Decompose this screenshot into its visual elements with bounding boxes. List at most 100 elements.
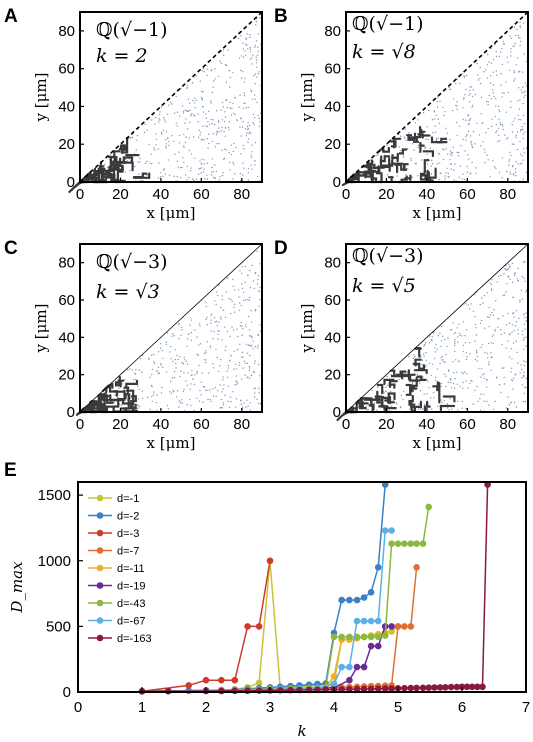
lattice-point [173,335,175,337]
lattice-point [459,334,461,337]
lattice-point [505,324,508,326]
lattice-point [513,143,515,145]
lattice-point [150,354,153,356]
lattice-point [436,139,438,141]
lattice-point [257,345,259,347]
panel-b-k: k = √8 [352,41,416,63]
y-tick-label: 80 [58,255,75,272]
lattice-point [517,333,519,335]
lattice-point [375,154,377,157]
lattice-point [228,151,230,154]
lattice-point [215,170,217,172]
lattice-point [195,75,198,77]
lattice-point [515,325,517,327]
lattice-point [505,407,508,409]
lattice-point [501,367,503,369]
lattice-point [216,325,219,327]
lattice-point [523,91,525,94]
lattice-point [525,336,527,338]
lattice-point [254,345,257,348]
lattice-point [443,361,445,363]
lattice-point [514,26,516,28]
lattice-point [144,123,146,126]
lattice-point [453,344,456,347]
data-point [458,683,466,691]
lattice-point [208,133,210,135]
lattice-point [512,174,515,176]
lattice-point [494,328,496,331]
lattice-point [158,113,161,116]
lattice-point [224,63,227,66]
legend-marker [96,599,104,607]
lattice-point [461,407,463,409]
lattice-point [173,376,176,379]
lattice-point [489,75,492,77]
lattice-point [206,341,208,343]
x-axis-label: x [μm] [413,434,462,452]
lattice-point [180,167,182,169]
lattice-point [508,159,511,161]
lattice-point [496,74,498,76]
lattice-point [241,266,243,268]
lattice-point [239,324,242,327]
lattice-point [481,343,484,346]
y-axis-label: y [μm] [32,304,50,354]
lattice-point [217,121,220,123]
lattice-point [507,61,509,63]
lattice-point [118,387,120,389]
lattice-point [420,356,422,359]
lattice-point [173,175,176,178]
lattice-point [250,375,253,377]
cluster-branch [442,395,456,403]
lattice-point [257,50,259,53]
lattice-point [430,374,432,376]
lattice-point [246,362,248,365]
lattice-point [414,355,416,358]
lattice-point [160,172,162,174]
lattice-point [481,122,483,125]
lattice-point [174,349,176,351]
lattice-point [249,269,251,272]
lattice-point [485,379,488,381]
lattice-point [198,364,200,366]
lattice-point [160,364,162,366]
lattice-point [240,304,242,306]
cluster-branch [439,404,456,412]
lattice-point [517,114,519,117]
lattice-point [198,344,200,346]
lattice-point [224,326,226,328]
lattice-point [199,80,201,83]
data-point [394,540,402,547]
lattice-point [450,381,452,384]
data-point [346,685,353,693]
lattice-point [181,361,183,364]
lattice-point [434,131,437,133]
lattice-point [432,332,434,334]
lattice-point [191,374,193,376]
lattice-point [471,146,473,148]
lattice-point [521,71,524,73]
lattice-point [229,335,231,338]
lattice-point [519,70,521,73]
lattice-point [411,383,414,385]
cluster-branch [422,150,434,158]
lattice-point [523,53,525,55]
lattice-point [498,140,501,142]
lattice-point [519,37,521,39]
lattice-point [137,398,140,400]
lattice-point [474,93,476,96]
lattice-point [475,327,477,329]
lattice-point [454,341,456,343]
lattice-point [219,316,222,318]
lattice-point [474,340,476,342]
lattice-point [215,320,218,323]
lattice-point [445,353,447,356]
lattice-point [162,366,164,368]
lattice-point [491,279,493,281]
lattice-point [430,159,433,161]
lattice-point [490,289,493,291]
lattice-point [247,179,249,181]
legend-item: d=-43 [88,598,145,610]
lattice-point [424,342,427,344]
lattice-point [136,403,138,406]
